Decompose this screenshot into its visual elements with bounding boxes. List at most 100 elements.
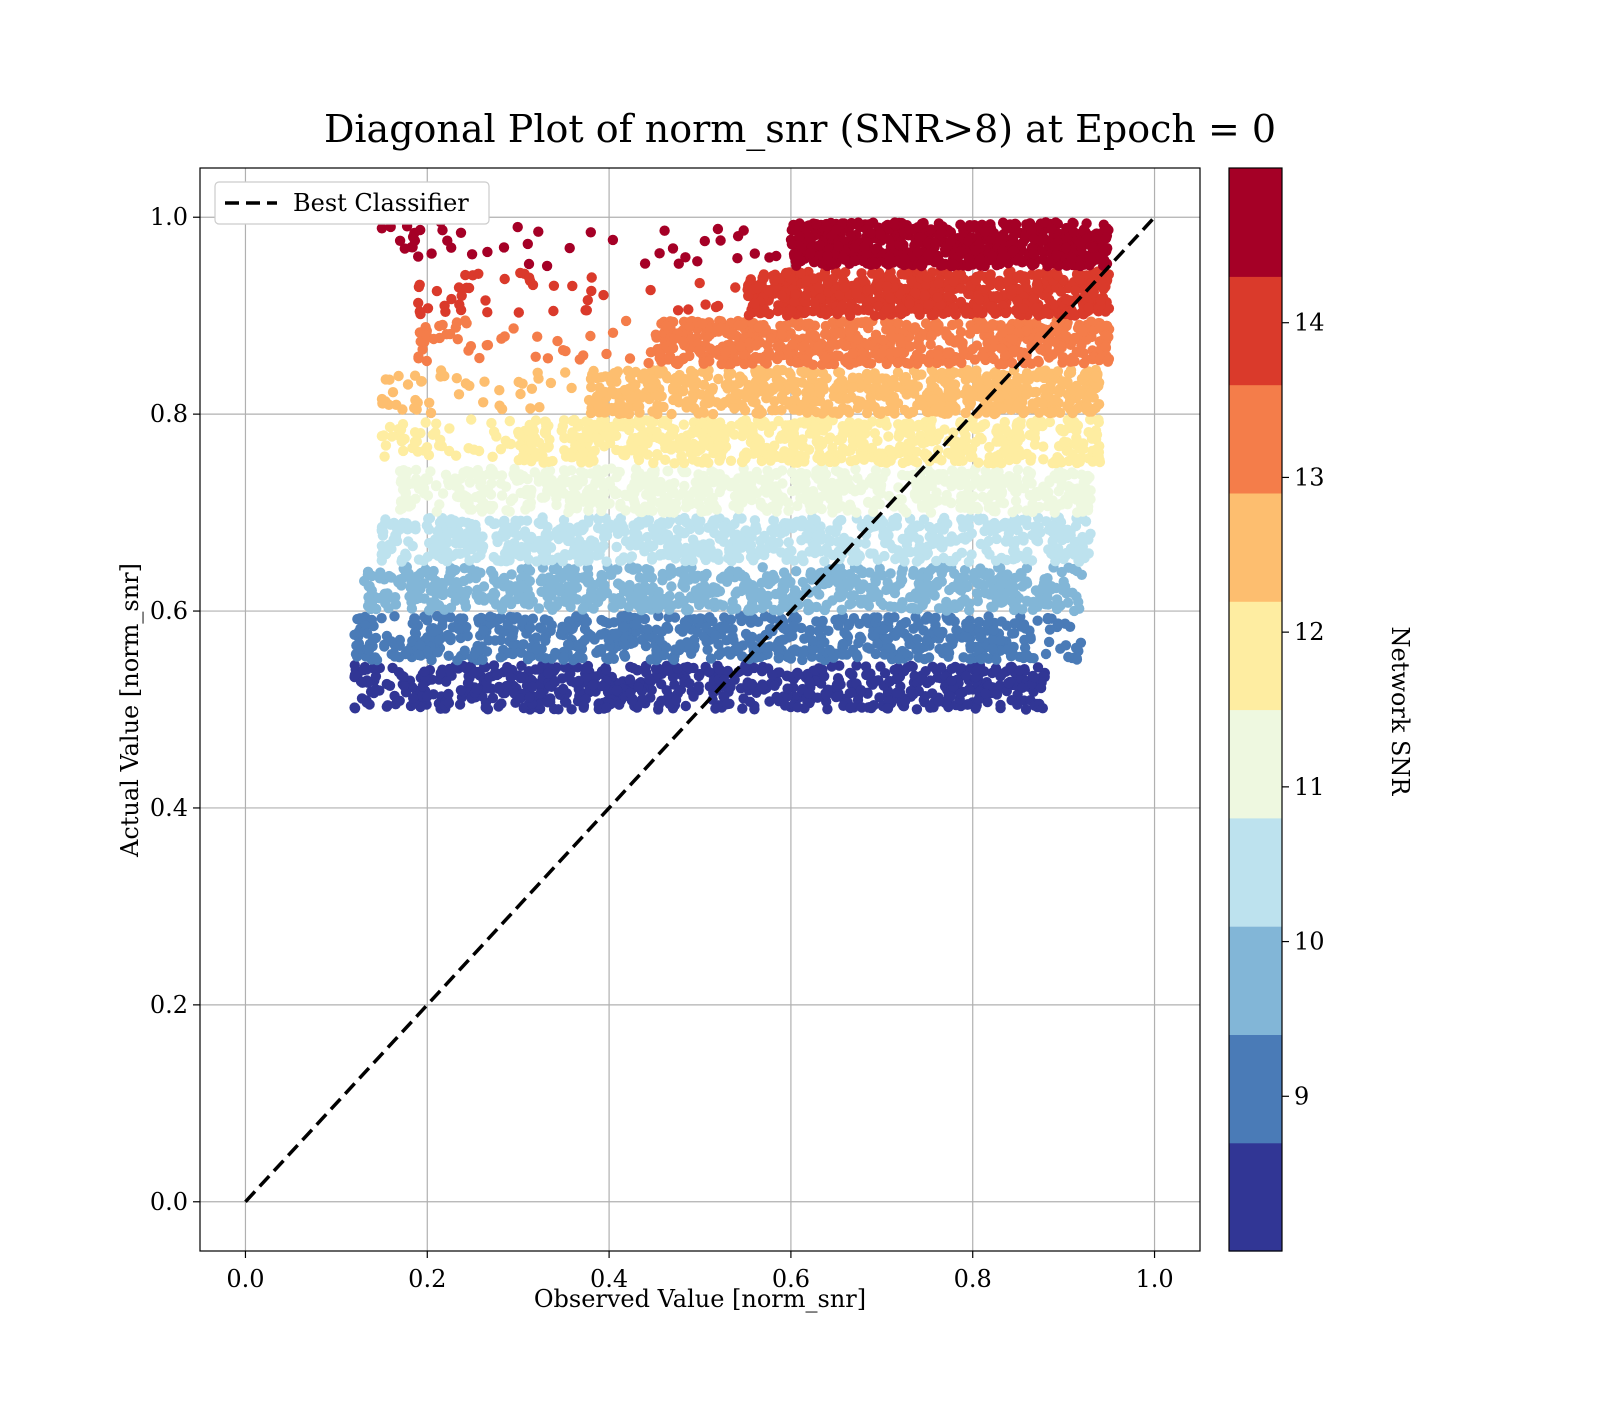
- scatter-point: [825, 645, 835, 655]
- scatter-point: [1025, 632, 1035, 642]
- scatter-point: [872, 436, 882, 446]
- scatter-point: [1065, 397, 1075, 407]
- scatter-point: [995, 635, 1005, 645]
- scatter-point: [501, 505, 511, 515]
- scatter-point: [431, 419, 441, 429]
- scatter-point: [551, 500, 561, 510]
- scatter-point: [778, 597, 788, 607]
- scatter-point: [497, 602, 507, 612]
- scatter-point: [838, 639, 848, 649]
- scatter-point: [1002, 569, 1012, 579]
- scatter-point: [893, 419, 903, 429]
- scatter-point: [872, 612, 882, 622]
- scatter-point: [374, 685, 384, 695]
- scatter-point: [380, 589, 390, 599]
- scatter-point: [693, 427, 703, 437]
- scatter-point: [858, 568, 868, 578]
- scatter-point: [742, 577, 752, 587]
- scatter-point: [823, 547, 833, 557]
- scatter-point: [608, 521, 618, 531]
- scatter-point: [957, 439, 967, 449]
- scatter-point: [601, 703, 611, 713]
- scatter-point: [950, 368, 960, 378]
- scatter-point: [428, 566, 438, 576]
- scatter-point: [397, 404, 407, 414]
- scatter-point: [518, 451, 528, 461]
- scatter-point: [966, 549, 976, 559]
- scatter-point: [601, 653, 611, 663]
- scatter-point: [917, 675, 927, 685]
- scatter-point: [647, 477, 657, 487]
- scatter-point: [382, 702, 392, 712]
- scatter-point: [934, 628, 944, 638]
- scatter-point: [807, 635, 817, 645]
- scatter-point: [759, 381, 769, 391]
- scatter-point: [1015, 571, 1025, 581]
- scatter-point: [393, 371, 403, 381]
- scatter-point: [1021, 390, 1031, 400]
- scatter-point: [525, 501, 535, 511]
- scatter-point: [898, 534, 908, 544]
- scatter-point: [655, 535, 665, 545]
- scatter-point: [662, 685, 672, 695]
- scatter-point: [422, 692, 432, 702]
- scatter-point: [549, 704, 559, 714]
- scatter-point: [859, 420, 869, 430]
- scatter-point: [473, 471, 483, 481]
- scatter-point: [872, 591, 882, 601]
- scatter-point: [350, 703, 360, 713]
- scatter-point: [404, 479, 414, 489]
- scatter-point: [671, 534, 681, 544]
- scatter-point: [782, 572, 792, 582]
- scatter-point: [762, 466, 772, 476]
- scatter-point: [727, 631, 737, 641]
- scatter-point: [758, 562, 768, 572]
- scatter-point: [390, 651, 400, 661]
- scatter-point: [625, 662, 635, 672]
- scatter-point: [908, 592, 918, 602]
- scatter-point: [871, 676, 881, 686]
- scatter-point: [524, 693, 534, 703]
- scatter-point: [681, 701, 691, 711]
- scatter-point: [679, 420, 689, 430]
- scatter-point: [397, 436, 407, 446]
- scatter-point: [442, 530, 452, 540]
- scatter-point: [668, 441, 678, 451]
- scatter-point: [434, 635, 444, 645]
- scatter-point: [525, 420, 535, 430]
- scatter-point: [558, 522, 568, 532]
- scatter-point: [847, 383, 857, 393]
- scatter-point: [793, 458, 803, 468]
- scatter-point: [545, 693, 555, 703]
- scatter-point: [547, 456, 557, 466]
- scatter-point: [935, 524, 945, 534]
- scatter-point: [482, 646, 492, 656]
- scatter-point: [625, 540, 635, 550]
- scatter-point: [946, 498, 956, 508]
- scatter-point: [1068, 408, 1078, 418]
- scatter-point: [710, 631, 720, 641]
- scatter-point: [1001, 425, 1011, 435]
- scatter-point: [761, 420, 771, 430]
- scatter-point: [955, 689, 965, 699]
- scatter-point: [833, 620, 843, 630]
- scatter-point: [946, 401, 956, 411]
- scatter-point: [525, 403, 535, 413]
- scatter-point: [1012, 376, 1022, 386]
- scatter-point: [703, 523, 713, 533]
- scatter-point: [477, 506, 487, 516]
- scatter-point: [643, 449, 653, 459]
- scatter-point: [757, 603, 767, 613]
- scatter-point: [487, 452, 497, 462]
- scatter-point: [982, 496, 992, 506]
- scatter-point: [549, 575, 559, 585]
- scatter-point: [1037, 398, 1047, 408]
- scatter-point: [857, 479, 867, 489]
- scatter-point: [940, 377, 950, 387]
- scatter-point: [826, 536, 836, 546]
- scatter-point: [756, 544, 766, 554]
- scatter-point: [485, 612, 495, 622]
- scatter-point: [1015, 665, 1025, 675]
- scatter-point: [804, 445, 814, 455]
- scatter-point: [998, 474, 1008, 484]
